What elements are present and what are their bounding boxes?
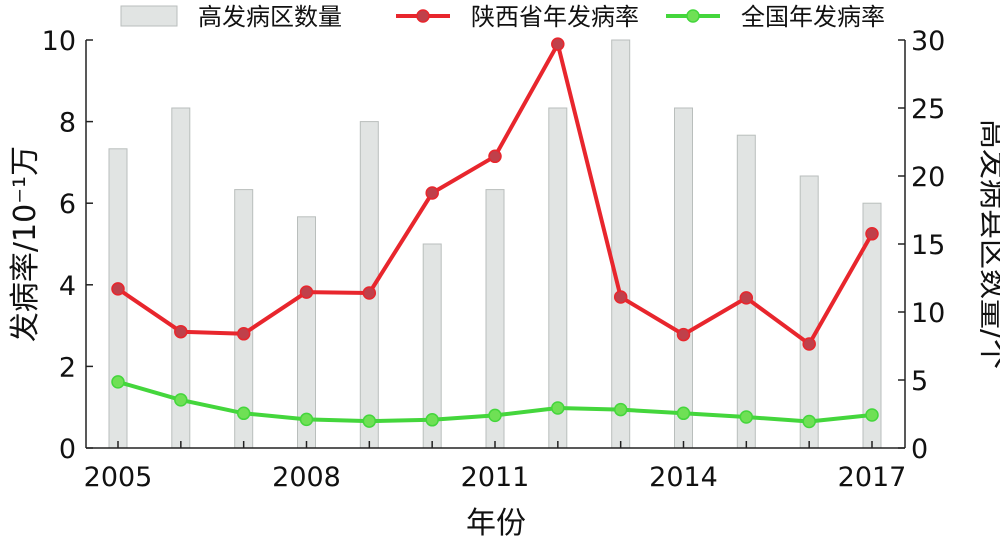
national-point-2010 [425, 413, 439, 427]
left-axis-title: 发病率/10⁻¹万 [8, 146, 43, 342]
bar-2013 [611, 39, 631, 449]
right-tick-label-0: 0 [911, 434, 928, 465]
left-tick-label-10: 10 [42, 26, 76, 57]
right-axis-title: 高发病县区数量/个 [975, 119, 1000, 369]
x-tick-label-2014: 2014 [649, 462, 718, 493]
national-point-2012 [551, 401, 565, 415]
national-point-2007 [236, 406, 251, 421]
shaanxi-point-2009 [362, 286, 377, 300]
shaanxi-point-2006 [174, 324, 188, 339]
left-tick-label-6: 6 [59, 189, 76, 220]
bar-2005 [108, 148, 128, 449]
legend-label-national: 全国年发病率 [741, 3, 885, 31]
right-tick-label-10: 10 [911, 298, 945, 329]
national-point-2005 [111, 375, 125, 389]
left-tick-label-0: 0 [59, 434, 76, 465]
legend-swatch-shaanxi-marker [416, 9, 430, 23]
axes [85, 39, 906, 449]
legend-swatch-bar [120, 5, 178, 27]
line-series [111, 37, 879, 429]
legend-swatch-national-marker [686, 9, 700, 23]
right-tick-label-20: 20 [911, 162, 945, 193]
national-point-2014 [676, 406, 691, 421]
national-point-2009 [362, 414, 377, 428]
right-tick-label-30: 30 [911, 26, 945, 57]
legend: 高发病区数量 陕西省年发病率 全国年发病率 [120, 3, 885, 31]
national-point-2013 [613, 402, 628, 417]
right-tick-label-15: 15 [911, 230, 945, 261]
national-point-2011 [488, 408, 502, 423]
x-tick-label-2011: 2011 [461, 462, 530, 493]
left-tick-label-2: 2 [59, 352, 76, 383]
shaanxi-point-2007 [236, 327, 251, 341]
shaanxi-point-2017 [865, 227, 879, 241]
shaanxi-point-2016 [802, 337, 816, 351]
legend-label-shaanxi: 陕西省年发病率 [471, 3, 639, 31]
right-tick-label-5: 5 [911, 366, 928, 397]
right-tick-label-25: 25 [911, 94, 945, 125]
shaanxi-point-2012 [551, 37, 565, 51]
shaanxi-point-2015 [739, 291, 754, 305]
national-point-2016 [802, 414, 816, 429]
legend-label-bar: 高发病区数量 [198, 3, 342, 31]
shaanxi-point-2010 [425, 186, 439, 200]
national-point-2006 [174, 393, 188, 407]
left-tick-label-8: 8 [59, 108, 76, 139]
x-tick-label-2005: 2005 [84, 462, 153, 493]
bar-2012 [548, 107, 568, 449]
x-axis-title: 年份 [466, 506, 526, 541]
bar-2014 [674, 107, 693, 449]
national-point-2008 [299, 412, 314, 427]
shaanxi-point-2014 [676, 327, 691, 342]
left-tick-label-4: 4 [59, 271, 76, 302]
shaanxi-point-2008 [299, 285, 314, 299]
bar-series [108, 39, 882, 449]
national-point-2017 [865, 408, 879, 422]
x-tick-label-2008: 2008 [272, 462, 341, 493]
shaanxi-point-2011 [488, 149, 502, 164]
bar-2016 [799, 175, 819, 449]
x-tick-label-2017: 2017 [838, 462, 907, 493]
tick-labels: 0 2 4 6 8 10 0 5 10 15 20 25 30 2005 2008 2011 2014 2017 [42, 26, 946, 493]
shaanxi-point-2013 [613, 290, 628, 304]
national-point-2015 [739, 410, 754, 424]
shaanxi-point-2005 [111, 282, 125, 296]
